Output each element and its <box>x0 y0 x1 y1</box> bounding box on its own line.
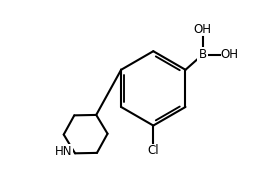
Text: Cl: Cl <box>148 144 159 157</box>
Text: B: B <box>198 48 207 61</box>
Text: OH: OH <box>221 48 239 61</box>
Text: OH: OH <box>194 23 212 36</box>
Text: HN: HN <box>55 145 72 158</box>
